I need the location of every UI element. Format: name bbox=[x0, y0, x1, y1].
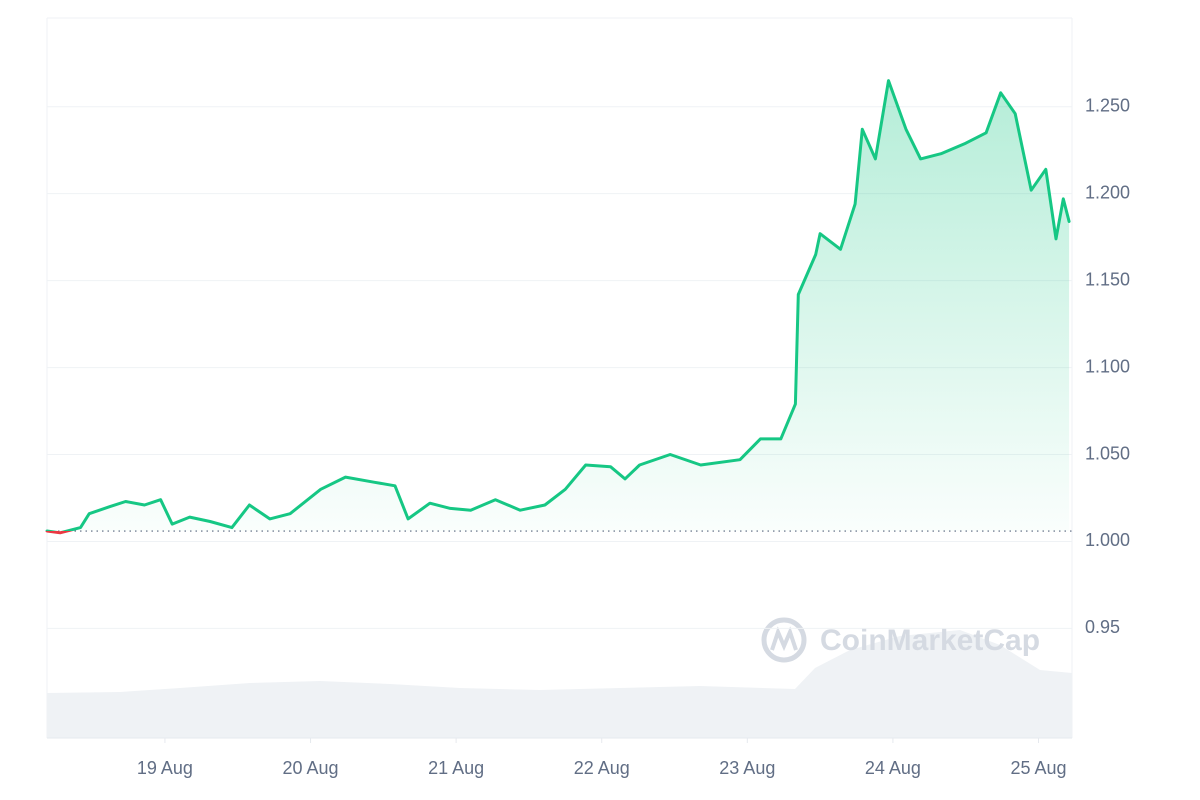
y-tick-label: 1.050 bbox=[1085, 443, 1130, 463]
y-tick-label: 1.000 bbox=[1085, 530, 1130, 550]
y-tick-label: 1.250 bbox=[1085, 95, 1130, 115]
watermark: CoinMarketCap bbox=[761, 617, 1040, 663]
volume-area bbox=[47, 630, 1072, 738]
y-tick-label: 1.150 bbox=[1085, 269, 1130, 289]
area bbox=[47, 80, 1070, 533]
x-tick-label: 20 Aug bbox=[282, 758, 338, 778]
y-tick-label: 1.200 bbox=[1085, 182, 1130, 202]
x-tick-label: 21 Aug bbox=[428, 758, 484, 778]
x-tick-label: 23 Aug bbox=[719, 758, 775, 778]
x-tick-label: 24 Aug bbox=[865, 758, 921, 778]
y-tick-label: 0.95 bbox=[1085, 617, 1120, 637]
x-tick-label: 22 Aug bbox=[574, 758, 630, 778]
x-tick-label: 25 Aug bbox=[1010, 758, 1066, 778]
x-tick-label: 19 Aug bbox=[137, 758, 193, 778]
price-line bbox=[45, 79, 1071, 535]
watermark-text: CoinMarketCap bbox=[820, 624, 1040, 657]
y-tick-label: 1.100 bbox=[1085, 356, 1130, 376]
